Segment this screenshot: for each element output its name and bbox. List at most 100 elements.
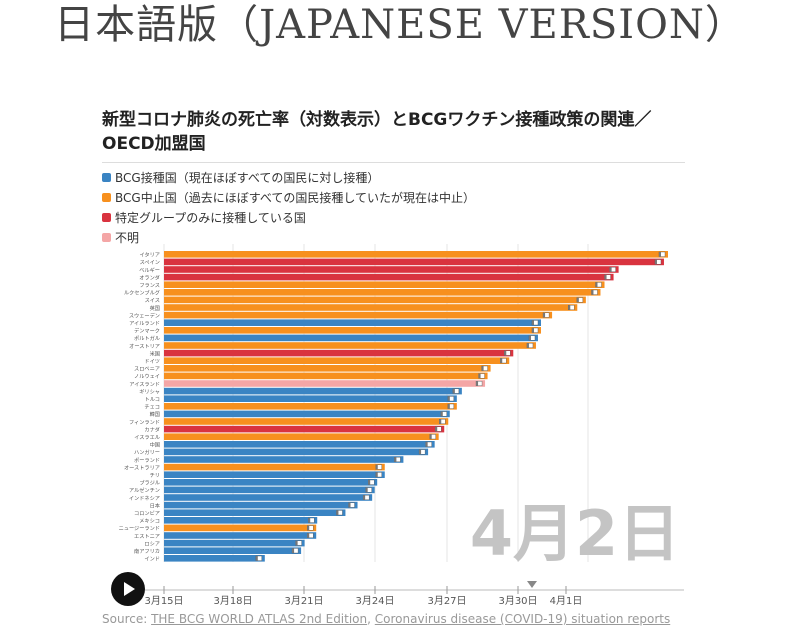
flag-stripe: [375, 472, 378, 477]
flag-stripe: [394, 457, 397, 462]
flag-stripe: [292, 548, 295, 553]
source-link-who-reports[interactable]: Coronavirus disease (COVID-19) situation…: [374, 612, 671, 626]
country-label: スウェーデン: [129, 311, 160, 319]
country-label: オーストリア: [129, 343, 160, 350]
country-label: ギリシャ: [139, 388, 160, 395]
flag-stripe: [659, 252, 661, 257]
flag-stripe: [447, 404, 450, 409]
flag-stripe: [308, 518, 311, 523]
country-label: コロンビア: [134, 509, 160, 517]
bar: [164, 342, 536, 349]
timeline-tick-label: 3月30日: [498, 595, 537, 607]
flag-stripe: [576, 297, 579, 303]
country-label: メキシコ: [139, 518, 160, 525]
flag-stripe: [336, 510, 339, 515]
bar: [164, 547, 302, 554]
bar: [164, 380, 486, 387]
country-label: オーストラリア: [124, 464, 160, 471]
country-label: 米国: [150, 349, 160, 357]
legend-item-bcg-stopped: BCG中止国（過去にほぼすべての国民接種していたが現在は中止）: [102, 187, 702, 207]
bar: [164, 372, 488, 380]
flag-stripe: [604, 274, 607, 280]
legend-swatch-bcg-stopped: [102, 192, 111, 202]
flag-stripe: [365, 487, 368, 493]
bars: [164, 251, 668, 562]
country-label: インド: [144, 557, 160, 563]
country-label: ベルギー: [139, 267, 160, 274]
bar: [164, 266, 619, 273]
country-label: ロシア: [144, 540, 160, 547]
bar: [164, 357, 510, 364]
country-label: ハンガリー: [134, 448, 160, 456]
bar: [164, 296, 586, 304]
bar: [164, 486, 375, 494]
legend-label: 特定グループのみに接種している国: [115, 210, 306, 225]
timeline-tick-label: 3月24日: [355, 595, 394, 607]
timeline-handle-icon[interactable]: [527, 581, 537, 588]
bar: [164, 501, 358, 509]
bar: [164, 524, 317, 532]
bar: [164, 327, 541, 334]
bar: [164, 448, 429, 456]
flag-stripe: [528, 335, 531, 341]
legend-item-unknown: 不明: [102, 227, 702, 247]
flag-stripe: [500, 358, 503, 363]
source-link-bcg-atlas[interactable]: THE BCG WORLD ATLAS 2nd Edition: [151, 612, 368, 626]
play-button[interactable]: [111, 572, 145, 606]
timeline-tick-label: 3月15日: [144, 595, 183, 607]
timeline-tick-label: 3月27日: [427, 595, 466, 607]
legend-swatch-unknown: [102, 232, 111, 242]
flag-stripe: [531, 328, 534, 333]
bar: [164, 532, 317, 539]
bar: [164, 555, 265, 562]
flag-stripe: [307, 525, 310, 531]
legend-label: 不明: [115, 230, 140, 245]
country-label: スロベニア: [134, 366, 160, 373]
flag-stripe: [476, 381, 479, 386]
country-labels: イタリアスペインベルギーオランダフランスルクセンブルグスイス英国スウェーデンアイ…: [119, 251, 160, 563]
flag-stripe: [440, 411, 443, 417]
country-label: スイス: [145, 297, 160, 304]
country-label: ポルトガル: [134, 334, 160, 342]
bar: [164, 456, 404, 463]
flag-stripe: [255, 556, 258, 561]
country-label: チェコ: [144, 404, 160, 411]
flag-stripe: [595, 282, 598, 287]
country-label: フランス: [139, 282, 160, 289]
legend: BCG接種国（現在ほぼすべての国民に対し接種） BCG中止国（過去にほぼすべての…: [102, 167, 702, 247]
country-label: ブラジル: [139, 479, 160, 487]
bar: [164, 273, 614, 281]
flag-stripe: [526, 343, 529, 348]
bar: [164, 349, 514, 357]
bar: [164, 311, 553, 319]
flag-stripe: [654, 259, 657, 265]
bar: [164, 463, 385, 471]
flag-stripe: [447, 396, 450, 401]
country-label: 中国: [150, 441, 160, 449]
country-label: ニュージーランド: [119, 525, 160, 532]
bar: [164, 494, 373, 501]
bar: [164, 387, 462, 395]
country-label: ノルウェイ: [134, 372, 160, 380]
flag-stripe: [363, 495, 366, 500]
flag-stripe: [419, 449, 422, 455]
bar: [164, 471, 385, 478]
bar: [164, 509, 346, 516]
flag-stripe: [348, 502, 351, 508]
timeline-tick-label: 4月1日: [550, 595, 583, 607]
flag-stripe: [568, 305, 571, 310]
flag-stripe: [591, 290, 594, 295]
country-label: イタリア: [139, 251, 160, 259]
bar: [164, 410, 450, 418]
bar: [164, 517, 318, 524]
bar: [164, 334, 538, 342]
timeline-tick-label: 3月18日: [213, 595, 252, 607]
timeline[interactable]: 3月15日 3月18日 3月21日 3月24日 3月27日 3月30日 4月1日: [144, 581, 684, 607]
bar: [164, 281, 605, 288]
flag-stripe: [481, 366, 484, 371]
flag-stripe: [609, 267, 612, 272]
bar: [164, 403, 457, 410]
bar: [164, 425, 445, 433]
source-line: Source: THE BCG WORLD ATLAS 2nd Edition,…: [102, 612, 670, 626]
flag-stripe: [531, 320, 534, 325]
